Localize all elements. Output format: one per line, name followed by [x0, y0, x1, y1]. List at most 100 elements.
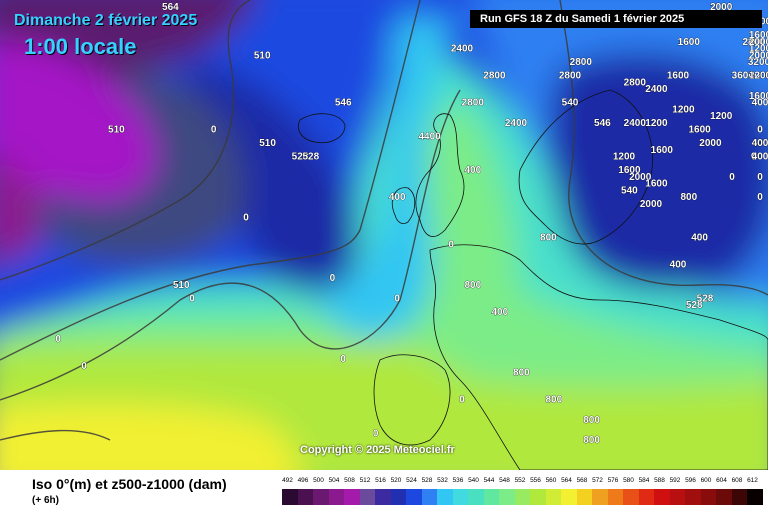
legend-tick-540: 540 [468, 477, 479, 484]
legend-swatch-588 [654, 489, 670, 505]
field-yellow [0, 403, 299, 470]
iso0-label-64: 400 [752, 152, 768, 163]
thickness-label-6: 546 [335, 98, 352, 109]
legend-tick-592: 592 [669, 477, 681, 484]
thickness-label-8: 546 [594, 118, 611, 129]
iso0-label-4: 0 [211, 125, 217, 136]
footer-bar: Iso 0°(m) et z500-z1000 (dam) (+ 6h) 492… [0, 470, 768, 512]
legend-swatch-592 [669, 489, 685, 505]
iso0-label-33: 2000 [640, 199, 663, 210]
field-magenta [0, 40, 158, 203]
iso0-label-12: 400 [491, 307, 508, 318]
legend-tick-556: 556 [530, 477, 541, 484]
legend-tick-524: 524 [406, 477, 417, 484]
model-run-banner: Run GFS 18 Z du Samedi 1 février 2025 [470, 10, 762, 28]
legend-swatch-536 [452, 489, 468, 505]
iso0-label-1: 0 [81, 361, 87, 372]
iso0-label-65: 0 [757, 192, 763, 203]
iso0-label-56: 0 [729, 172, 735, 183]
thickness-isolines [0, 0, 768, 441]
legend-swatch-496 [297, 489, 313, 505]
iso0-label-29: 2400 [624, 118, 647, 129]
iso0-label-5: 0 [330, 273, 336, 284]
legend-tick-600: 600 [700, 477, 712, 484]
iso0-label-19: 800 [583, 415, 600, 426]
iso0-label-32: 2000 [629, 172, 652, 183]
thickness-label-7: 540 [562, 98, 579, 109]
legend-swatch-516 [375, 489, 391, 505]
thickness-label-11: 528 [697, 293, 714, 304]
iso0-label-51: 1600 [749, 91, 768, 102]
legend-tick-572: 572 [592, 477, 603, 484]
legend-swatch-548 [499, 489, 515, 505]
iso0-label-22: 2800 [483, 71, 506, 82]
legend-swatch-572 [592, 489, 608, 505]
coast-iceland [298, 113, 346, 144]
iso0-label-20: 800 [583, 435, 600, 446]
legend-tick-560: 560 [545, 477, 557, 484]
iso0-label-39: 1200 [710, 111, 733, 122]
legend-swatch-540 [468, 489, 484, 505]
isoline-546 [0, 89, 461, 401]
iso0-label-59: 0 [757, 138, 763, 149]
legend-tick-536: 536 [452, 477, 464, 484]
iso0-label-9: 4400 [418, 131, 441, 142]
legend-tick-552: 552 [514, 477, 526, 484]
thickness-label-1: 510 [173, 280, 190, 291]
legend-tick-520: 520 [390, 477, 402, 484]
legend-tick-528: 528 [421, 477, 433, 484]
iso0-label-0: 0 [55, 334, 61, 345]
legend-swatch-500 [313, 489, 329, 505]
coast-iberia [373, 354, 451, 446]
iso0-label-36: 1200 [645, 118, 668, 129]
coast-scandinavia [518, 89, 653, 245]
field-navy-east [549, 53, 768, 290]
iso0-label-49: 2000 [710, 2, 733, 13]
iso0-label-23: 2800 [559, 71, 582, 82]
iso0-label-47: 3200 [748, 57, 768, 68]
isoline-528-east [559, 0, 768, 296]
legend-tick-512: 512 [359, 477, 371, 484]
legend-swatch-580 [623, 489, 639, 505]
legend-swatch-524 [406, 489, 422, 505]
iso0-label-68: 2000 [749, 37, 768, 48]
iso0-label-26: 2800 [570, 57, 593, 68]
legend-swatch-556 [530, 489, 546, 505]
weather-map: 0 0 0 0 0 0 0 0 0 4400 400 800 400 800 400 0 0 800 800 800 8… [0, 0, 768, 470]
parameter-title: Iso 0°(m) et z500-z1000 (dam) [32, 476, 227, 492]
coast-europe [429, 244, 768, 470]
coast-ireland [391, 187, 416, 224]
legend-swatch-568 [576, 489, 592, 505]
iso0-label-25: 2800 [462, 98, 485, 109]
forecast-step: (+ 6h) [32, 495, 59, 506]
iso0-label-38: 2000 [699, 138, 722, 149]
legend-swatch-560 [545, 489, 561, 505]
field-navy-west [180, 60, 358, 292]
legend-tick-584: 584 [638, 477, 650, 484]
thickness-label-4: 528 [292, 152, 309, 163]
iso0-label-57: 0 [751, 152, 757, 163]
iso0-label-50: 1200 [749, 44, 768, 55]
iso0-label-46: 2800 [742, 37, 765, 48]
legend-tick-604: 604 [716, 477, 727, 484]
legend-swatch-600 [700, 489, 716, 505]
iso0-label-35: 1600 [651, 145, 674, 156]
thickness-label-2: 510 [259, 138, 276, 149]
iso0-label-30: 1200 [613, 152, 636, 163]
legend-tick-508: 508 [344, 477, 355, 484]
legend-swatch-520 [390, 489, 406, 505]
iso0-label-42: 1600 [678, 37, 701, 48]
thickness-label-5: 528 [302, 152, 319, 163]
iso0-label-15: 0 [448, 239, 454, 250]
iso0-label-53: 400 [670, 260, 687, 271]
legend-tick-588: 588 [654, 477, 665, 484]
legend-swatch-544 [483, 489, 499, 505]
iso0-label-37: 1600 [688, 125, 711, 136]
iso0-label-52: 2000 [749, 71, 768, 82]
iso0-label-70: 1600 [749, 30, 768, 41]
iso0-label-71: 2000 [749, 50, 768, 61]
iso0-label-31: 1600 [618, 165, 641, 176]
legend-tick-504: 504 [328, 477, 340, 484]
field-cyan-band [300, 12, 460, 340]
